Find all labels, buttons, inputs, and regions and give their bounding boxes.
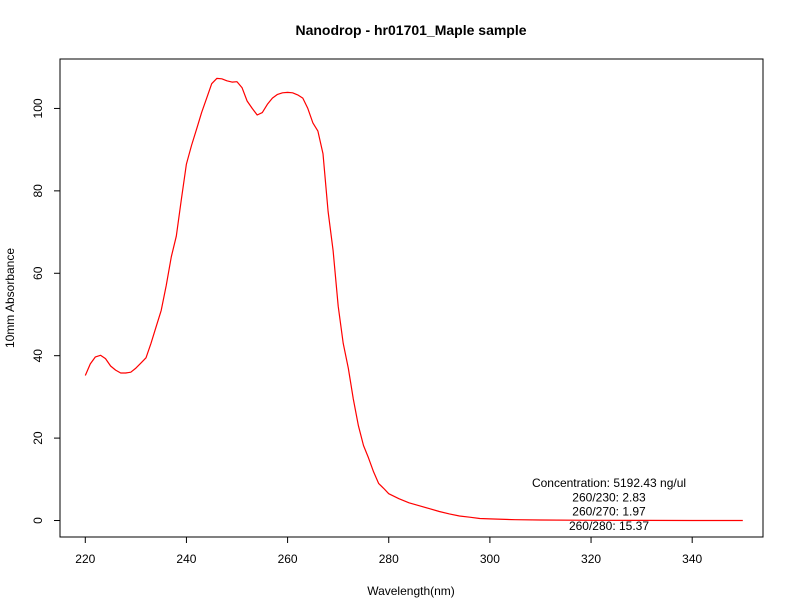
y-tick-label: 60 xyxy=(31,266,45,280)
chart-title: Nanodrop - hr01701_Maple sample xyxy=(295,22,526,38)
y-tick-label: 0 xyxy=(31,517,45,524)
annotation-line: 260/230: 2.83 xyxy=(572,490,646,504)
x-tick-label: 300 xyxy=(480,552,500,566)
series-layer xyxy=(84,77,743,522)
y-tick-label: 80 xyxy=(31,184,45,198)
x-tick-label: 220 xyxy=(75,552,95,566)
x-tick-label: 340 xyxy=(682,552,702,566)
x-tick-label: 280 xyxy=(379,552,399,566)
plot-frame xyxy=(59,58,764,538)
x-axis-label: Wavelength(nm) xyxy=(367,584,455,598)
x-tick-label: 320 xyxy=(581,552,601,566)
annotation-line: 260/280: 15.37 xyxy=(569,519,649,533)
x-tick-label: 260 xyxy=(278,552,298,566)
annotation-line: 260/270: 1.97 xyxy=(572,505,646,519)
y-tick-label: 100 xyxy=(31,98,45,118)
y-tick-label: 20 xyxy=(31,431,45,445)
y-axis-label: 10mm Absorbance xyxy=(3,248,17,348)
y-tick-label: 40 xyxy=(31,349,45,363)
y-axis: 0 20 40 60 80 100 xyxy=(31,98,60,524)
x-tick-label: 240 xyxy=(176,552,196,566)
series-line xyxy=(84,77,743,522)
annotation-line: Concentration: 5192.43 ng/ul xyxy=(532,476,686,490)
x-axis: 220 240 260 280 300 320 340 xyxy=(75,537,703,566)
